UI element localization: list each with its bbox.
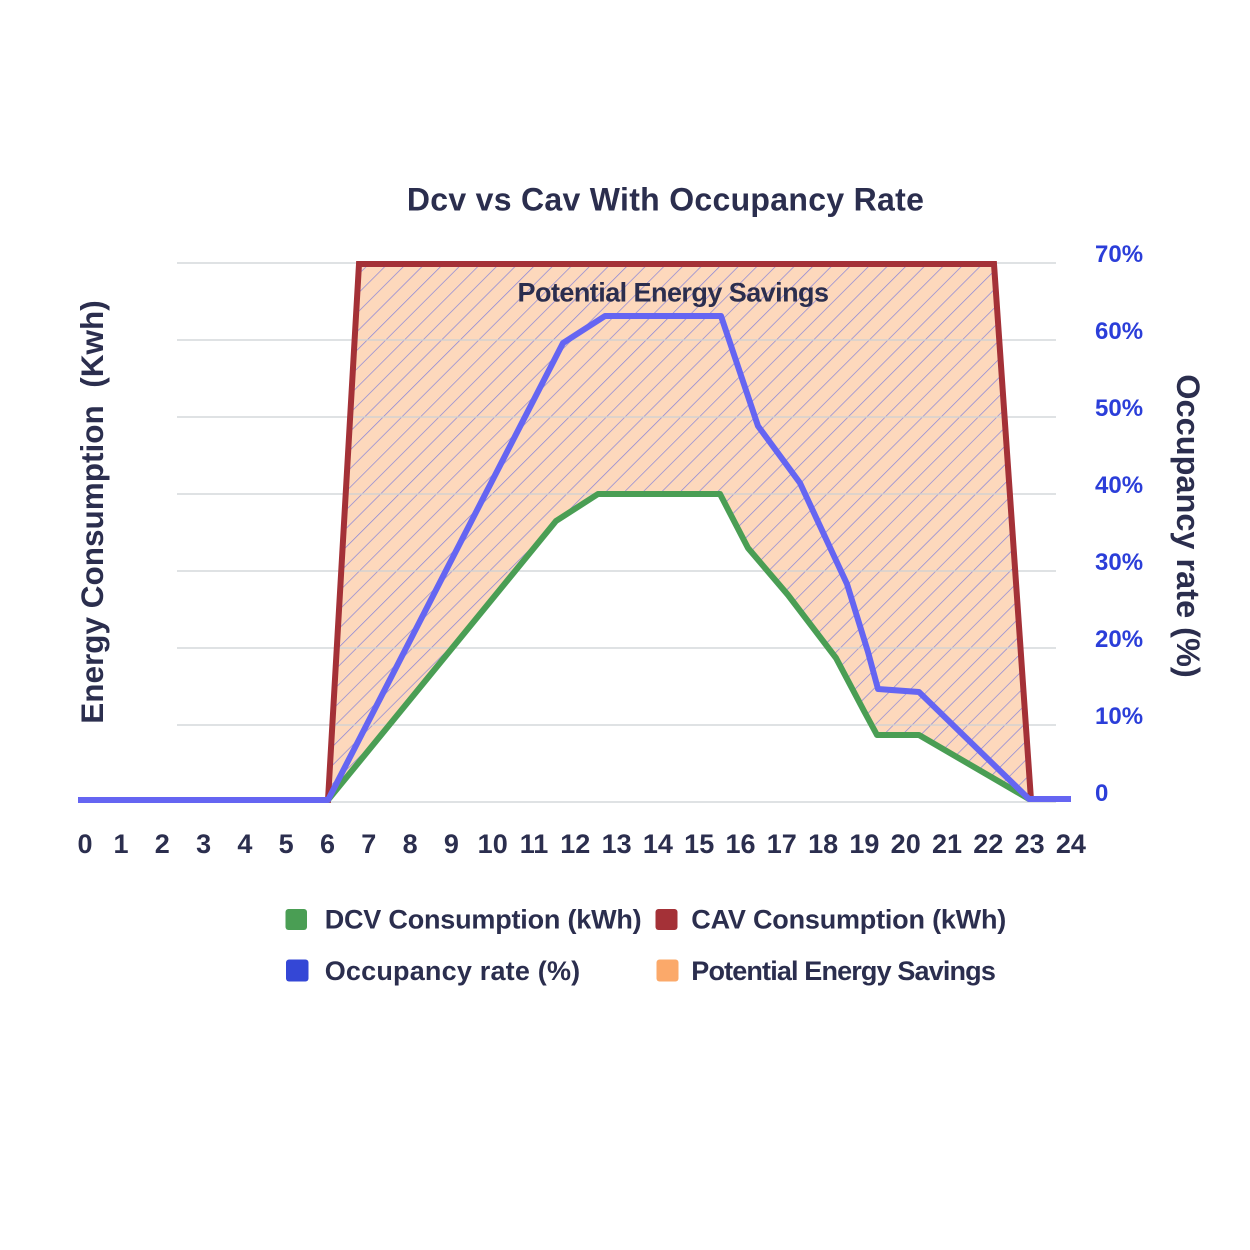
svg-text:17: 17 [767,829,797,859]
svg-text:12: 12 [560,829,590,859]
svg-text:1: 1 [113,829,128,859]
svg-text:16: 16 [725,829,755,859]
svg-text:Occupancy rate (%): Occupancy rate (%) [325,956,581,986]
svg-text:10: 10 [478,829,508,859]
svg-text:2: 2 [155,829,170,859]
svg-text:50%: 50% [1095,395,1143,422]
svg-text:30%: 30% [1095,549,1143,576]
svg-text:Dcv vs Cav With Occupancy Rate: Dcv vs Cav With Occupancy Rate [407,182,924,218]
svg-text:22: 22 [973,829,1003,859]
svg-text:4: 4 [237,829,252,859]
svg-text:60%: 60% [1095,318,1143,345]
svg-text:0: 0 [1095,780,1108,807]
svg-text:20%: 20% [1095,626,1143,653]
svg-text:10%: 10% [1095,703,1143,730]
svg-text:13: 13 [602,829,632,859]
svg-text:Potential Energy Savings: Potential Energy Savings [518,278,829,308]
svg-text:Occupancy rate (%): Occupancy rate (%) [1170,374,1206,677]
svg-text:8: 8 [403,829,418,859]
svg-text:40%: 40% [1095,472,1143,499]
svg-text:3: 3 [196,829,211,859]
svg-text:14: 14 [643,829,673,859]
svg-text:23: 23 [1015,829,1045,859]
svg-text:24: 24 [1056,829,1086,859]
svg-text:5: 5 [279,829,294,859]
svg-text:9: 9 [444,829,459,859]
svg-text:6: 6 [320,829,335,859]
svg-text:15: 15 [684,829,714,859]
svg-text:19: 19 [849,829,879,859]
svg-text:CAV Consumption (kWh): CAV Consumption (kWh) [691,905,1006,935]
svg-text:0: 0 [77,829,92,859]
svg-text:Potential Energy Savings: Potential Energy Savings [691,956,995,986]
svg-text:18: 18 [808,829,838,859]
svg-text:DCV Consumption (kWh): DCV Consumption (kWh) [325,905,642,935]
svg-text:20: 20 [891,829,921,859]
svg-text:70%: 70% [1095,241,1143,268]
svg-text:21: 21 [932,829,962,859]
svg-text:11: 11 [520,829,549,859]
svg-text:Energy Consumption (Kwh): Energy Consumption (Kwh) [74,300,110,723]
svg-text:7: 7 [361,829,376,859]
